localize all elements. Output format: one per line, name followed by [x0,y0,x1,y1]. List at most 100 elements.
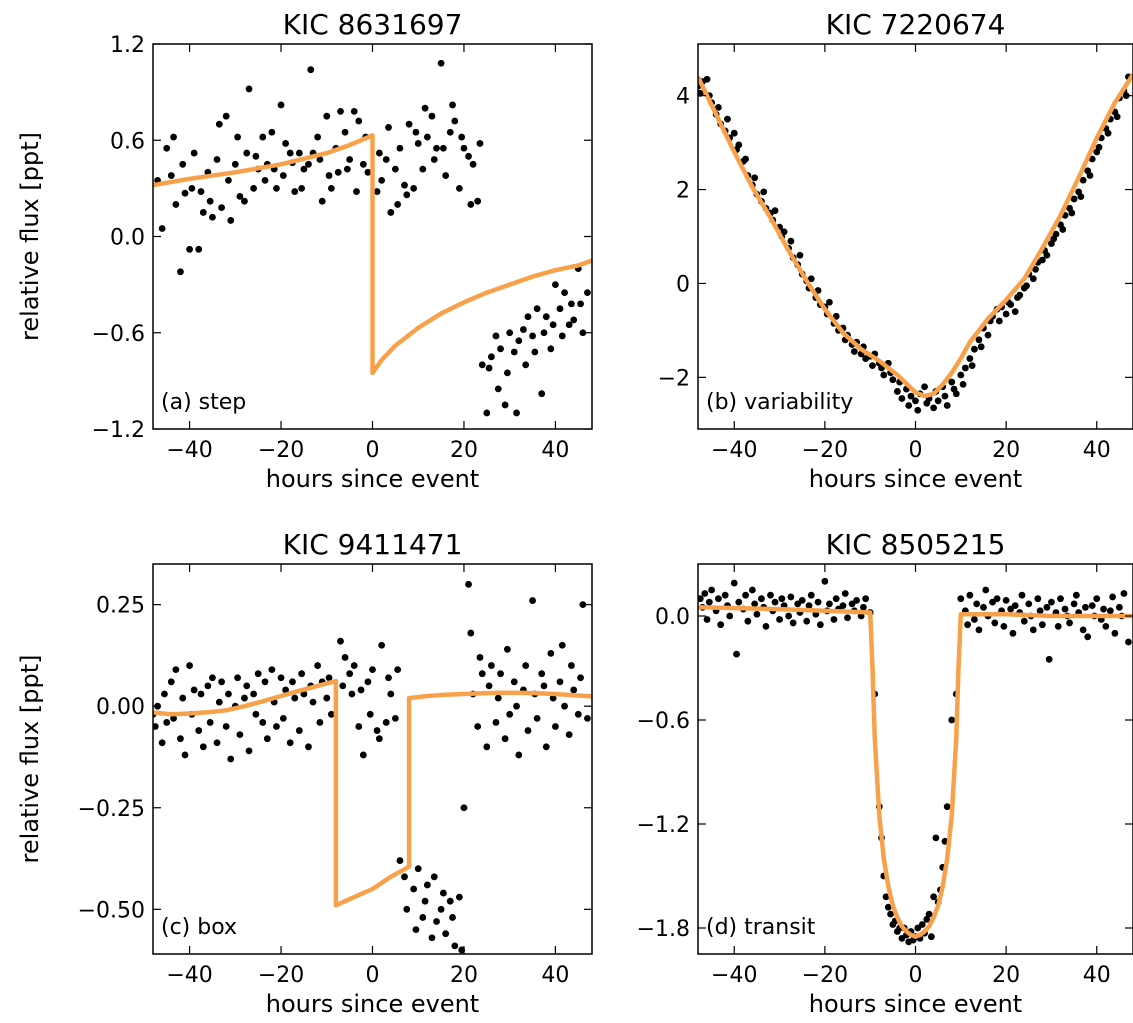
data-point [195,245,203,253]
x-tick-label: −40 [711,438,757,463]
x-tick-label: 0 [909,963,923,988]
data-point [1120,590,1128,597]
data-point [252,152,260,160]
data-point [455,893,463,901]
data-point [437,59,445,67]
data-point [744,617,752,625]
data-point [483,743,491,751]
data-point [236,192,244,200]
data-point [524,727,532,734]
data-point [401,181,408,189]
y-tick-label: 0.0 [655,605,690,630]
data-point [197,690,205,698]
data-point [844,614,851,622]
data-point [506,329,514,337]
data-point [753,610,761,618]
data-point [1034,595,1042,603]
data-point [807,275,815,283]
data-point [778,595,786,603]
data-point [243,682,251,690]
data-point [982,586,990,594]
data-point [730,129,738,137]
y-tick-label: −0.50 [78,898,145,923]
data-point [410,885,418,893]
data-point [492,719,500,726]
data-point [478,670,486,678]
data-point [1048,598,1055,606]
data-point [355,117,363,125]
data-point [504,369,511,377]
data-point [771,598,779,606]
data-point [805,602,813,609]
data-point [428,934,436,942]
data-point [252,710,260,718]
data-point [1020,617,1028,625]
data-point [1106,607,1114,615]
data-point [918,921,926,928]
data-point [984,331,992,339]
x-axis-label: hours since event [809,990,1022,1018]
data-point [941,392,949,400]
y-tick-label: −1.2 [92,418,145,443]
data-point [412,128,420,136]
data-point [421,897,429,905]
data-point [884,903,892,911]
data-point [853,597,860,604]
data-point [357,686,365,694]
data-point [339,682,347,690]
data-point [717,621,725,629]
data-point [460,144,468,152]
data-point [964,621,972,629]
data-point [378,641,386,649]
x-tick-label: 40 [1083,963,1111,988]
data-point [325,172,333,179]
data-point [305,743,312,751]
data-point [451,942,459,950]
data-point [478,361,486,369]
data-point [1038,256,1046,264]
data-point [1000,623,1008,630]
data-point [1052,230,1060,238]
data-point [455,184,463,192]
data-point [547,649,555,657]
data-point [889,376,897,384]
data-point [359,751,367,759]
data-point [373,727,381,734]
panel-title: KIC 7220674 [826,8,1006,41]
data-point [215,120,223,128]
data-point [1068,209,1076,217]
data-points [153,580,591,954]
data-point [552,281,559,289]
data-point [977,343,985,351]
data-point [912,397,919,405]
data-point [1125,638,1132,646]
data-point [250,690,258,698]
y-tick-label: 0.6 [110,129,145,154]
data-point [570,316,578,324]
data-point [698,89,704,97]
data-point [437,905,445,913]
data-point [579,601,587,609]
data-point [494,694,502,702]
data-point [859,603,867,611]
data-point [396,144,404,152]
data-point [359,160,367,168]
data-point [796,251,804,259]
data-point [880,371,888,379]
data-point [584,714,591,722]
data-point [231,160,239,168]
data-point [971,616,978,623]
data-point [742,155,749,163]
y-tick-label: 4 [676,85,690,110]
data-point [1029,626,1037,634]
data-point [414,865,422,873]
panel-label: (b) variability [706,390,853,415]
data-point [385,674,392,682]
data-point [703,616,711,623]
data-point [234,674,241,682]
data-point [401,873,408,881]
data-point [204,682,212,690]
data-point [785,612,793,620]
data-point [538,390,546,398]
